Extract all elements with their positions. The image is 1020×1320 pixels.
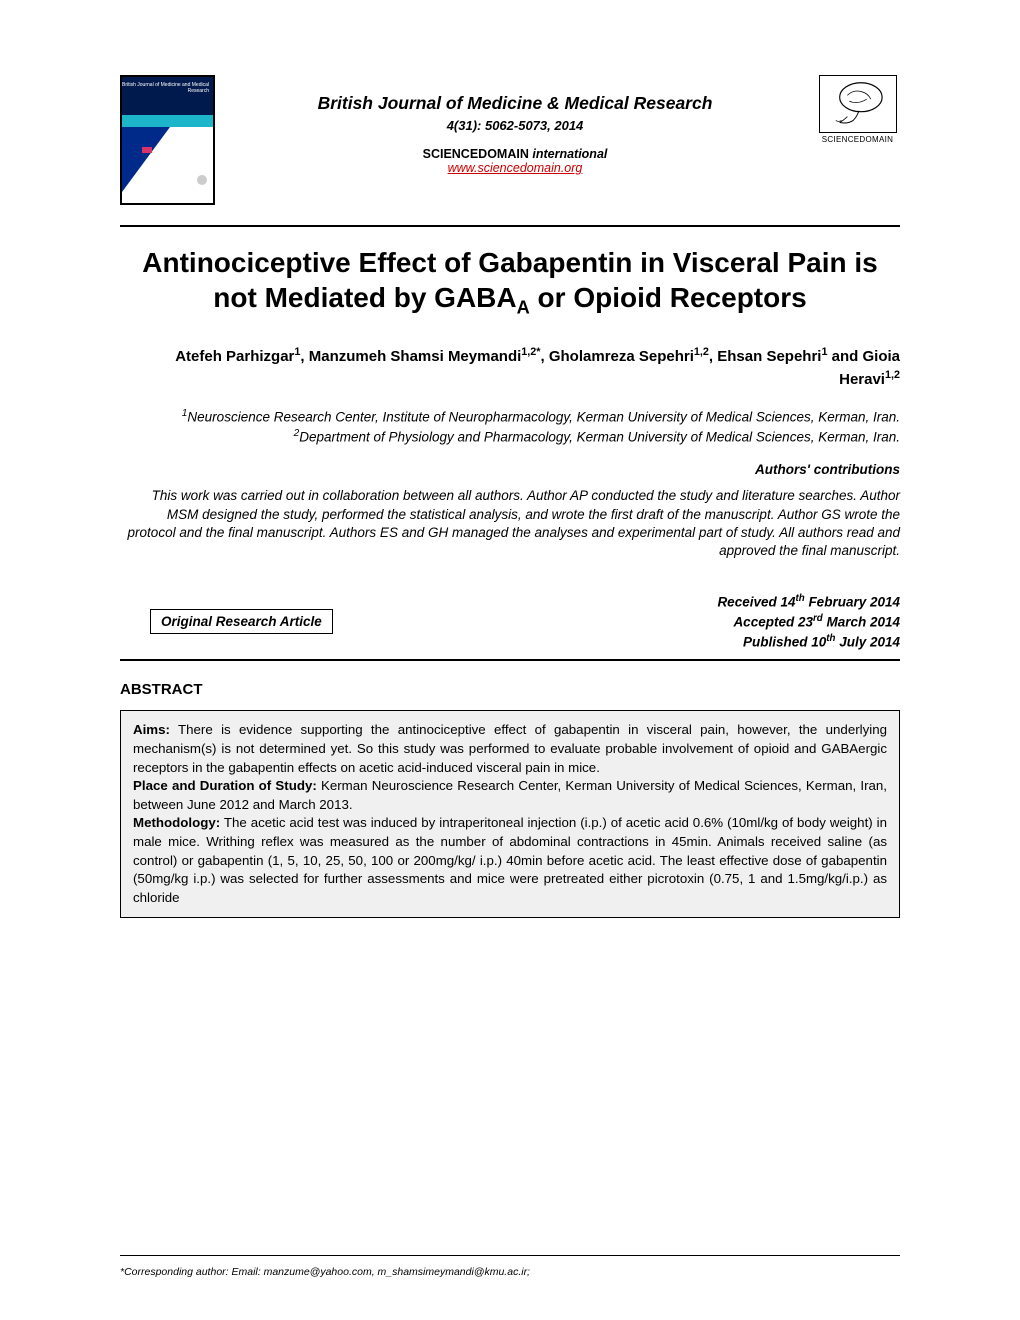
- aims-text: There is evidence supporting the antinoc…: [133, 722, 887, 774]
- authors: Atefeh Parhizgar1, Manzumeh Shamsi Meyma…: [120, 345, 900, 391]
- received-date: Received 14th February 2014: [717, 592, 900, 612]
- divider-meta: [120, 659, 900, 661]
- footer-rule: [120, 1255, 900, 1256]
- title-subscript: A: [517, 298, 530, 318]
- publisher-line: SCIENCEDOMAIN international: [225, 147, 805, 161]
- method-label: Methodology:: [133, 815, 220, 830]
- article-type-badge: Original Research Article: [150, 609, 333, 634]
- publisher-name: SCIENCEDOMAIN: [423, 147, 529, 161]
- dates-block: Received 14th February 2014 Accepted 23r…: [717, 592, 900, 651]
- meta-row: Original Research Article Received 14th …: [120, 592, 900, 651]
- publisher-url[interactable]: www.sciencedomain.org: [225, 161, 805, 175]
- contributions-heading: Authors' contributions: [120, 462, 900, 477]
- method-text: The acetic acid test was induced by intr…: [133, 815, 887, 904]
- published-date: Published 10th July 2014: [717, 632, 900, 652]
- abstract-label: ABSTRACT: [120, 681, 900, 698]
- paper-title: Antinociceptive Effect of Gabapentin in …: [120, 245, 900, 319]
- brain-icon: [819, 75, 897, 133]
- publisher-logo: SCIENCEDOMAIN: [815, 75, 900, 144]
- divider-top: [120, 225, 900, 227]
- aims-label: Aims:: [133, 722, 170, 737]
- publisher-link[interactable]: www.sciencedomain.org: [448, 161, 583, 175]
- cover-title-text: British Journal of Medicine and Medical …: [122, 83, 209, 94]
- place-label: Place and Duration of Study:: [133, 778, 317, 793]
- contributions-body: This work was carried out in collaborati…: [120, 487, 900, 560]
- header: British Journal of Medicine and Medical …: [120, 75, 900, 205]
- journal-cover-thumbnail: British Journal of Medicine and Medical …: [120, 75, 215, 205]
- affiliations: 1Neuroscience Research Center, Institute…: [120, 407, 900, 446]
- issue-line: 4(31): 5062-5073, 2014: [225, 118, 805, 133]
- abstract-box: Aims: There is evidence supporting the a…: [120, 710, 900, 918]
- logo-caption: SCIENCEDOMAIN: [815, 135, 900, 144]
- footer: *Corresponding author: Email: manzume@ya…: [120, 1255, 900, 1278]
- journal-name: British Journal of Medicine & Medical Re…: [225, 93, 805, 114]
- journal-info: British Journal of Medicine & Medical Re…: [215, 75, 815, 175]
- accepted-date: Accepted 23rd March 2014: [717, 612, 900, 632]
- title-post: or Opioid Receptors: [530, 282, 807, 313]
- corresponding-author: *Corresponding author: Email: manzume@ya…: [120, 1266, 900, 1278]
